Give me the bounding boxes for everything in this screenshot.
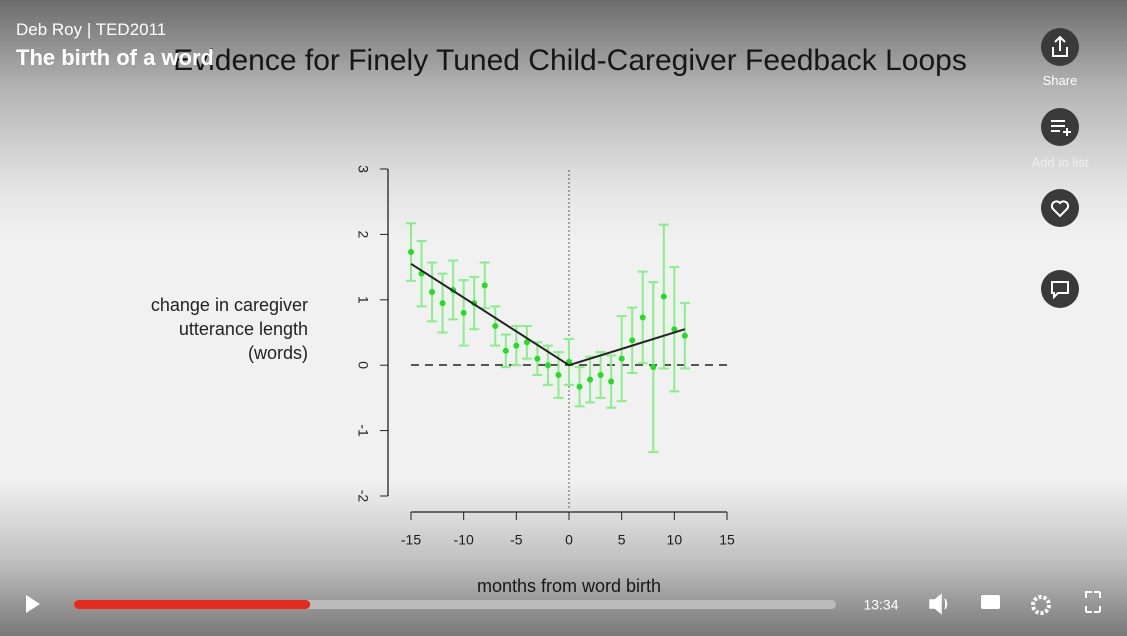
- point: [618, 355, 625, 362]
- heart-icon: [1050, 200, 1070, 218]
- comment-icon: [1051, 281, 1069, 300]
- x-tick-label: -5: [510, 532, 523, 548]
- add-list-button[interactable]: [1041, 108, 1079, 146]
- time: 13:34: [863, 597, 898, 613]
- y-tick-label: 0: [355, 361, 371, 369]
- point: [502, 347, 509, 354]
- y-tick-label: -1: [355, 424, 371, 437]
- point: [587, 376, 594, 383]
- share-label: Share: [1042, 73, 1078, 88]
- fullscreen-button[interactable]: [1085, 591, 1101, 613]
- progress-fill: [74, 600, 311, 609]
- point: [576, 383, 583, 390]
- point: [544, 362, 551, 369]
- x-tick-label: 0: [565, 532, 573, 548]
- point: [660, 293, 667, 300]
- point: [408, 249, 414, 256]
- speaker: Deb Roy | TED2011: [16, 20, 167, 39]
- y-tick-label: 1: [355, 296, 371, 304]
- volume-button[interactable]: [929, 593, 948, 615]
- point: [597, 372, 604, 379]
- captions-button[interactable]: [981, 595, 1000, 609]
- point: [639, 314, 646, 321]
- point: [513, 342, 520, 349]
- point: [481, 282, 488, 289]
- point: [681, 332, 688, 339]
- point: [534, 355, 541, 362]
- point: [460, 309, 467, 316]
- share-icon: [1052, 35, 1068, 57]
- x-tick-label: 15: [719, 532, 735, 548]
- y-axis-label: change in caregiver: [151, 295, 308, 315]
- share-button[interactable]: [1041, 28, 1079, 66]
- add-list-label: Add to list: [1031, 155, 1089, 170]
- y-tick-label: 3: [355, 165, 371, 173]
- x-tick-label: -15: [401, 532, 421, 548]
- point: [650, 364, 657, 371]
- like-button[interactable]: [1041, 189, 1079, 227]
- y-axis-label: utterance length: [179, 319, 308, 339]
- y-axis-label: (words): [248, 343, 308, 363]
- list-icon: [1051, 120, 1071, 136]
- x-tick-label: -10: [454, 532, 474, 548]
- play-button[interactable]: [26, 595, 40, 613]
- point: [492, 322, 499, 329]
- point: [439, 300, 446, 307]
- control-bar: 13:34: [26, 591, 1101, 615]
- point: [429, 288, 436, 295]
- y-tick-label: -2: [355, 490, 371, 503]
- y-tick-label: 2: [355, 231, 371, 239]
- point: [629, 337, 636, 344]
- slide-title: Evidence for Finely Tuned Child-Caregive…: [173, 44, 967, 77]
- x-tick-label: 10: [667, 532, 683, 548]
- talk-title: The birth of a word: [16, 45, 214, 70]
- comment-button[interactable]: [1041, 270, 1079, 308]
- x-tick-label: 5: [618, 532, 626, 548]
- point: [555, 372, 562, 379]
- point: [608, 378, 615, 385]
- settings-button[interactable]: [1031, 595, 1051, 615]
